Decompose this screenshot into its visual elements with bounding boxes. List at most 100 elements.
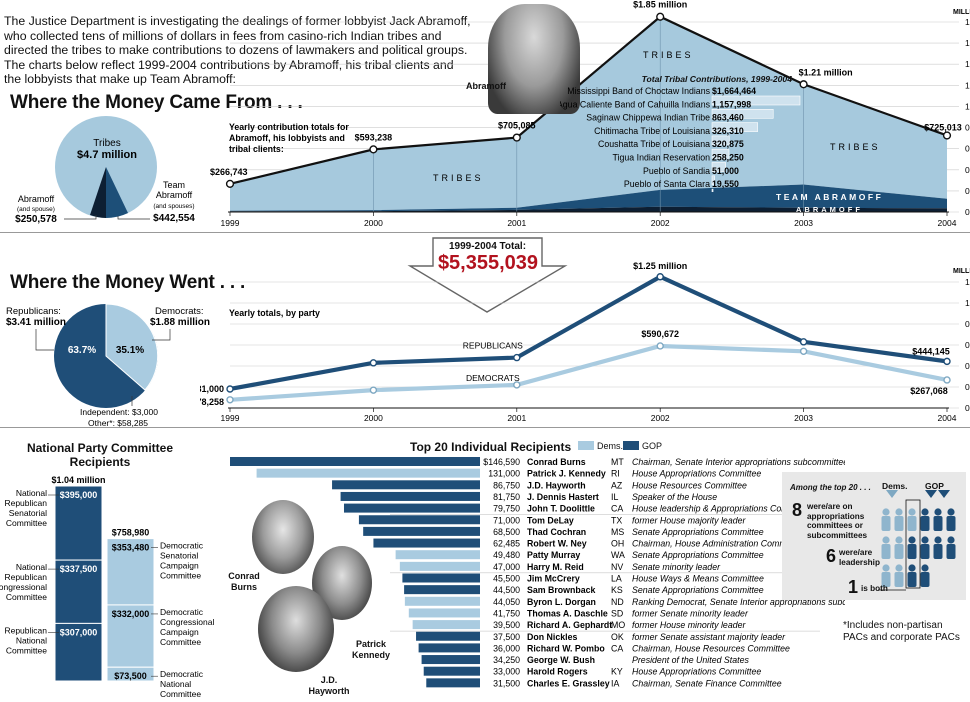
top20-bar — [404, 596, 480, 606]
top20-amount: 68,500 — [493, 527, 520, 537]
top20-state: OK — [611, 632, 624, 642]
top20-state: CA — [611, 643, 623, 653]
top20-bar — [402, 573, 480, 583]
top20-role: President of the United States — [632, 655, 749, 665]
tribal-row-bar — [711, 122, 758, 132]
npc-rep-value: $337,500 — [60, 564, 98, 574]
came-from-heading: Where the Money Came From . . . — [10, 92, 303, 113]
area-units-label: MILLIONS — [953, 9, 970, 16]
divider-1 — [0, 232, 970, 233]
area-point — [225, 179, 235, 188]
top20-name: Richard W. Pombo — [527, 643, 605, 653]
top20-name: Byron L. Dorgan — [527, 597, 596, 607]
npc-rep-name: Senatorial — [9, 508, 47, 518]
line-point — [656, 342, 664, 350]
top20-role: Chairman, House Resources Committee — [632, 643, 790, 653]
top20-bar — [412, 620, 480, 630]
among-figure-body — [881, 516, 891, 531]
top20-bar — [423, 666, 480, 676]
npc-dem-name: Committee — [160, 571, 201, 581]
top20-amount: 71,000 — [493, 515, 520, 525]
band-label-tribes-1: TRIBES — [433, 173, 484, 183]
npc-title: National Party Committee Recipients — [26, 441, 174, 469]
npc-rep-name: Committee — [6, 518, 47, 528]
top20-state: RI — [611, 469, 620, 479]
tribal-row-bar — [711, 108, 774, 119]
area-x-tick: 2002 — [651, 218, 670, 228]
top20-name: Jim McCrery — [527, 574, 580, 584]
among-stat-2-text: were/are leadership — [839, 548, 880, 567]
line-note: Yearly totals, by party — [229, 308, 320, 318]
npc-dem-name: Campaign — [160, 627, 199, 637]
line-label-dem-2004: $267,068 — [910, 386, 948, 396]
among-figure-head — [895, 508, 903, 516]
among-figure-body — [881, 572, 891, 587]
line-label-dem-2002: $590,672 — [641, 329, 679, 339]
top20-amount: 39,500 — [493, 620, 520, 630]
among-figure-body — [933, 516, 943, 531]
top20-state: IL — [611, 492, 618, 502]
area-data-label: $1.85 million — [633, 0, 687, 10]
npc-dem-value: $73,500 — [114, 671, 147, 681]
top20-name: Patty Murray — [527, 550, 580, 560]
top20-name: John T. Doolittle — [527, 504, 595, 514]
area-point — [942, 131, 952, 140]
npc-rep-value: $307,000 — [60, 627, 98, 637]
area-x-tick: 2003 — [794, 218, 813, 228]
tribal-row-name: Pueblo of Santa Clara — [624, 179, 710, 189]
npc-rep-name: National — [16, 635, 47, 645]
tribal-row-value: 1,157,998 — [712, 99, 751, 109]
pie-dem-pct: 35.1% — [116, 345, 144, 356]
npc-rep-name: Committee — [6, 645, 47, 655]
pie-tribes-value: $4.7 million — [77, 149, 137, 161]
went-heading: Where the Money Went . . . — [10, 272, 246, 293]
top20-amount: 41,750 — [493, 608, 520, 618]
top20-chart: $146,590 Conrad Burns MT Chairman, Senate I… — [230, 457, 845, 688]
top20-bar — [332, 480, 480, 490]
area-y-tick: 0.2 — [965, 186, 970, 196]
line-series-label-rep: REPUBLICANS — [463, 341, 523, 351]
area-y-tick: 0.6 — [965, 144, 970, 154]
tribal-row-name: Pueblo of Sandia — [643, 166, 710, 176]
line-label-rep-2004: $444,145 — [912, 346, 950, 356]
top20-state: OH — [611, 539, 624, 549]
npc-rep-total: $1.04 million — [51, 475, 105, 485]
tribal-row-name: Mississippi Band of Choctaw Indians — [567, 86, 710, 96]
among-figure-head — [895, 536, 903, 544]
among-gop-arrow — [938, 490, 950, 498]
top20-bar — [408, 608, 480, 618]
tribal-row-name: Saginaw Chippewa Indian Tribe — [586, 113, 710, 123]
went-line-chart: 0 0.2 0.4 0.6 0.8 1.0 1.2 MILLIONS 1999 2000 2001 2… — [200, 261, 970, 423]
tribal-row-bar — [711, 175, 715, 186]
tribal-row-name: Agua Caliente Band of Cahuilla Indians — [560, 99, 711, 109]
npc-rep-name: Republican — [4, 498, 47, 508]
tribal-row-value: 863,460 — [712, 113, 744, 123]
total-value: $5,355,039 — [437, 252, 539, 274]
footnote: *Includes non-partisan PACs and corporat… — [843, 620, 960, 643]
pie-rep-pct: 63.7% — [68, 345, 96, 356]
tribal-row-bar — [711, 135, 730, 146]
npc-rep-name: Committee — [6, 592, 47, 602]
abramoff-photo-caption: Abramoff — [466, 81, 506, 91]
line-point — [226, 396, 234, 404]
npc-dem-name: Committee — [160, 689, 201, 699]
top20-role: Speaker of the House — [632, 492, 717, 502]
top20-role: Ranking Democrat, Senate Interior approp… — [632, 597, 845, 607]
area-note-line: tribal clients: — [229, 144, 284, 154]
npc-dem-name: National — [160, 679, 191, 689]
total-arrow — [407, 237, 568, 313]
top20-state: LA — [611, 574, 622, 584]
pie-dem-value: $1.88 million — [150, 317, 210, 328]
tribal-row-value: 19,550 — [712, 179, 739, 189]
top20-role: former Senate minority leader — [632, 608, 749, 618]
top20-amount: 45,500 — [493, 574, 520, 584]
top20-state: IA — [611, 678, 619, 688]
line-series-republicans — [229, 274, 948, 392]
tribal-table-title: Total Tribal Contributions, 1999-2004 — [641, 74, 792, 84]
pie-team-sub: (and spouses) — [153, 203, 194, 210]
among-figure-head — [947, 508, 955, 516]
top20-name: J.D. Hayworth — [527, 480, 586, 490]
top20-amount: 49,480 — [493, 550, 520, 560]
among-figure-head — [908, 564, 916, 572]
npc-dem-name: Democratic — [160, 607, 204, 617]
